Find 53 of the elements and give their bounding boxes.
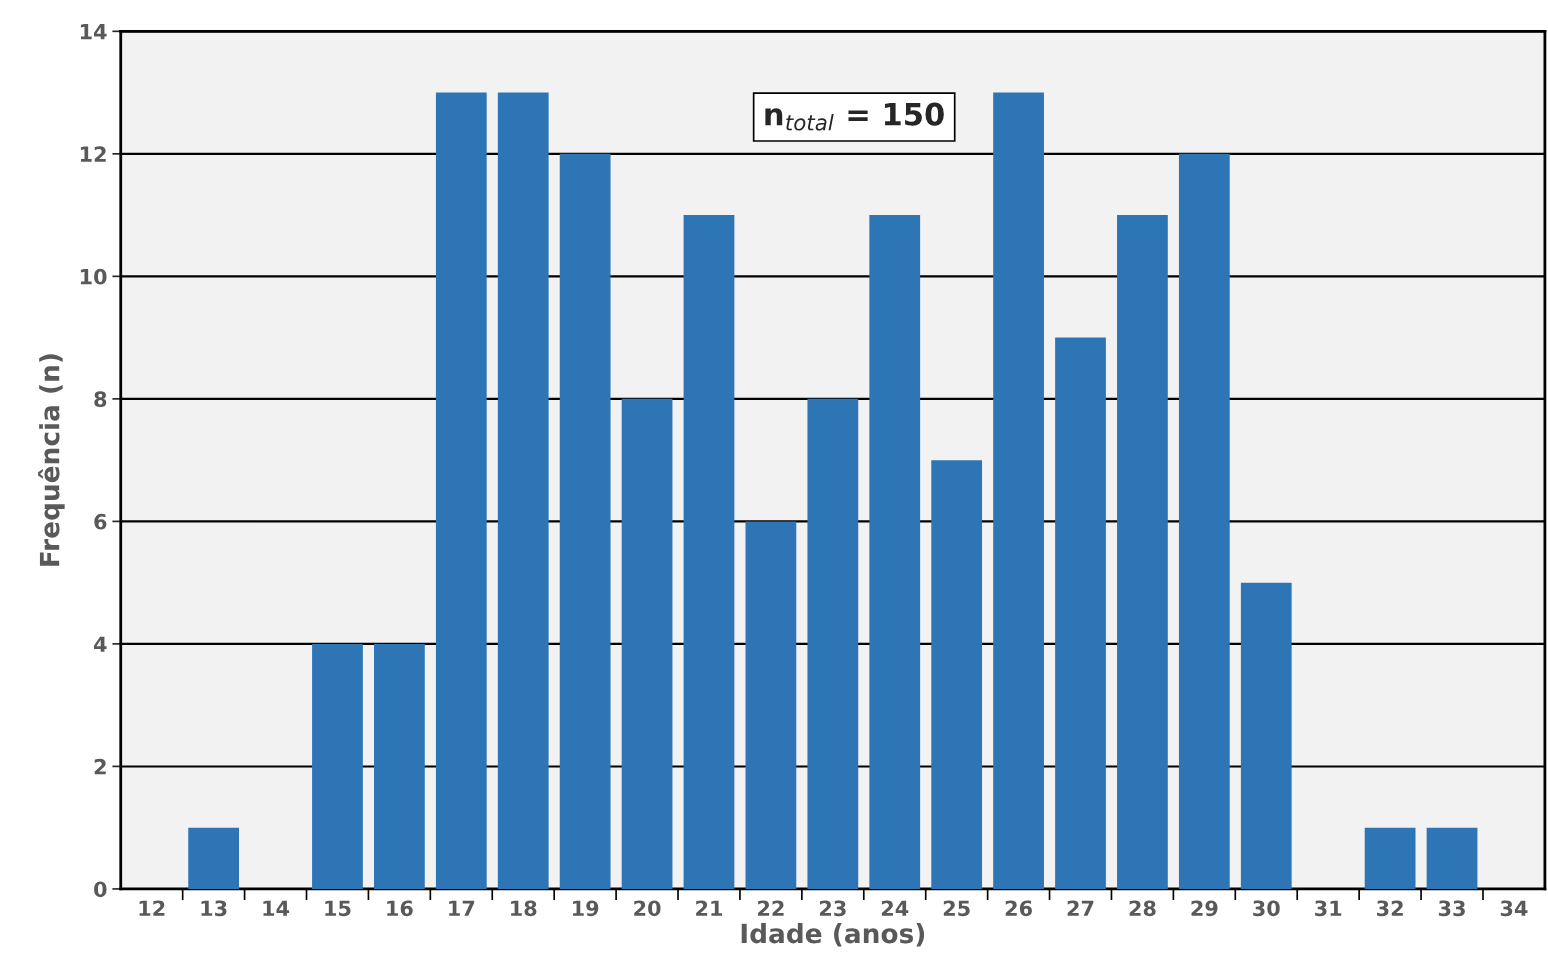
x-tick-label: 15: [325, 900, 351, 917]
bar: [1240, 582, 1292, 889]
x-tick-label: 16: [387, 900, 413, 917]
y-tick-label: 12: [80, 146, 106, 162]
bar: [621, 398, 673, 889]
x-tick-label: 31: [1315, 900, 1342, 917]
bar: [683, 215, 735, 889]
y-tick-label: 10: [80, 268, 107, 285]
x-tick-label: 19: [573, 900, 599, 917]
bar: [869, 215, 921, 889]
bar: [745, 521, 797, 889]
x-tick-label: 29: [1191, 900, 1218, 917]
bar: [559, 153, 611, 889]
bar: [312, 643, 363, 889]
y-tick-label: 2: [94, 758, 106, 775]
y-axis-title: Frequência (n): [38, 354, 65, 566]
x-axis-title: Idade (anos): [741, 922, 925, 947]
y-tick-label: 6: [94, 513, 107, 530]
x-tick-label: 22: [758, 900, 784, 916]
x-tick-label: 18: [511, 900, 537, 917]
x-tick-label: 28: [1129, 900, 1156, 917]
bar: [1364, 827, 1416, 889]
x-tick-label: 26: [1005, 900, 1032, 917]
annotation: n$_{total}$ = 150: [765, 102, 944, 131]
bar: [374, 643, 425, 889]
x-tick-label: 14: [263, 900, 290, 916]
x-tick-label: 25: [943, 900, 970, 917]
x-tick-label: 12: [139, 900, 165, 916]
x-tick-label: 34: [1500, 900, 1528, 917]
y-tick-label: 14: [80, 24, 107, 40]
y-tick-label: 8: [94, 391, 107, 408]
bar: [1178, 153, 1230, 889]
bar: [931, 460, 983, 889]
bar: [993, 92, 1044, 889]
bar: [497, 92, 549, 889]
bar: [435, 92, 487, 889]
x-tick-label: 24: [881, 900, 909, 916]
x-tick-label: 17: [449, 900, 475, 916]
x-tick-label: 20: [634, 900, 661, 917]
bar: [1117, 215, 1168, 889]
y-tick-label: 0: [94, 881, 107, 898]
x-tick-label: 13: [201, 900, 227, 917]
y-tick-label: 4: [93, 636, 107, 652]
bar: [188, 827, 240, 889]
bar: [1055, 337, 1106, 889]
x-tick-label: 21: [696, 900, 723, 916]
x-tick-label: 30: [1253, 900, 1280, 917]
x-tick-label: 32: [1377, 900, 1403, 917]
bar: [1426, 827, 1478, 889]
x-tick-label: 33: [1438, 900, 1465, 917]
bar: [807, 398, 859, 889]
x-tick-label: 23: [819, 900, 846, 917]
x-tick-label: 27: [1067, 900, 1094, 916]
